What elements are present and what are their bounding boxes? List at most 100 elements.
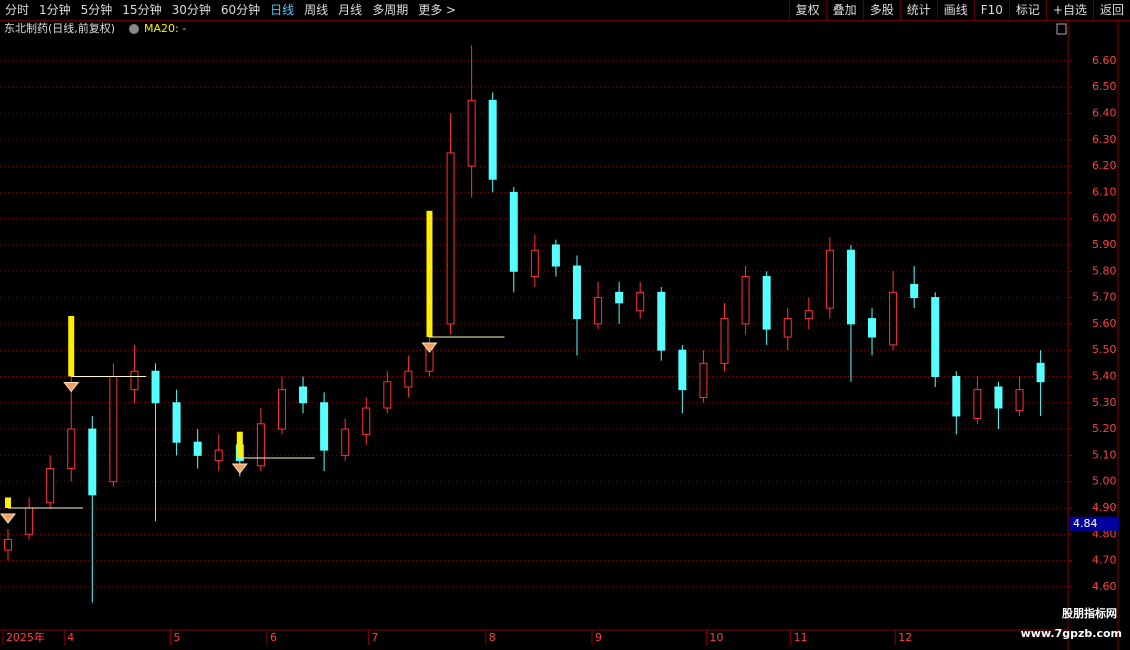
candle-body xyxy=(762,276,771,330)
watermark-name: 股朋指标网 xyxy=(1062,606,1117,620)
chart-title: 东北制药(日线,前复权) xyxy=(4,21,115,35)
period-tab[interactable]: 15分钟 xyxy=(122,3,162,17)
candle-body xyxy=(1036,362,1045,383)
period-tab[interactable]: 1分钟 xyxy=(39,3,71,17)
candle-body xyxy=(109,375,118,483)
candle-body xyxy=(657,291,666,351)
x-tick-label: 5 xyxy=(173,631,180,644)
last-price-box xyxy=(1069,516,1119,531)
candle-body xyxy=(973,389,982,420)
period-tabs: 分时 1分钟 5分钟 15分钟 30分钟 60分钟 日线 周线 月线 多周期 更多 > xyxy=(0,0,461,20)
period-tab[interactable]: 多周期 xyxy=(372,3,409,17)
x-tick-label: 6 xyxy=(270,631,277,644)
x-tick-label: 9 xyxy=(595,631,602,644)
candle-body xyxy=(46,468,55,504)
period-tab[interactable]: 月线 xyxy=(338,3,363,17)
signal-diamond xyxy=(0,513,17,524)
tool-buttons: 复权 叠加 多股 统计 画线 F10 标记 +自选 返回 xyxy=(788,0,1130,20)
dropdown-icon[interactable] xyxy=(129,24,139,34)
tool-button[interactable]: 复权 xyxy=(788,0,826,20)
period-tab[interactable]: 60分钟 xyxy=(220,3,261,17)
toolbar: 分时 1分钟 5分钟 15分钟 30分钟 60分钟 日线 周线 月线 多周期 更多 > 复权 叠加 多股统… xyxy=(0,0,1130,21)
candle-body xyxy=(846,249,855,325)
tool-button[interactable]: +自选 xyxy=(1045,0,1093,20)
candle-body xyxy=(467,99,476,167)
tool-button[interactable]: 标记 xyxy=(1008,0,1046,20)
period-tab[interactable]: 30分钟 xyxy=(171,3,211,17)
candle-body xyxy=(783,318,792,338)
candle-body xyxy=(488,99,497,180)
y-tick-label: 6.60 xyxy=(1092,54,1117,67)
x-tick-label: 4 xyxy=(67,631,74,644)
candle-body xyxy=(362,407,371,435)
signal-bar xyxy=(68,315,75,377)
period-tab[interactable]: 日线 xyxy=(270,3,295,17)
tool-button[interactable]: 返回 xyxy=(1092,0,1130,20)
y-tick-label: 6.40 xyxy=(1092,106,1117,119)
x-tick-label: 8 xyxy=(489,631,496,644)
candle-body xyxy=(615,291,624,304)
last-price-label: 4.84 xyxy=(1073,517,1098,530)
y-tick-label: 5.90 xyxy=(1092,238,1117,251)
candle-body xyxy=(4,539,13,551)
candle-body xyxy=(214,449,223,462)
candle-body xyxy=(572,265,581,320)
candle-body xyxy=(699,362,708,399)
period-tab[interactable]: 分时 xyxy=(5,3,30,17)
y-tick-label: 5.50 xyxy=(1092,343,1117,356)
candle-body xyxy=(299,386,308,404)
candle-body xyxy=(320,402,329,451)
y-tick-label: 6.30 xyxy=(1092,133,1117,146)
signal-bar xyxy=(236,431,243,459)
y-tick-label: 4.90 xyxy=(1092,501,1117,514)
window-button[interactable] xyxy=(1056,23,1067,35)
candle-body xyxy=(804,310,813,320)
tool-button[interactable]: F10 xyxy=(973,0,1009,20)
candle-body xyxy=(952,375,961,417)
signal-diamond xyxy=(63,381,80,393)
candle-body xyxy=(88,428,97,496)
y-tick-label: 5.30 xyxy=(1092,396,1117,409)
candle-body xyxy=(341,428,350,456)
candle-body xyxy=(678,349,687,391)
tool-button[interactable]: 叠加 xyxy=(825,0,863,20)
candle-body xyxy=(1015,389,1024,412)
y-tick-label: 5.40 xyxy=(1092,369,1117,382)
signal-bar xyxy=(5,497,12,508)
tool-button[interactable]: 统计 xyxy=(899,0,937,20)
indicator-label: MA20: - xyxy=(144,22,186,35)
candle-body xyxy=(530,249,539,278)
candle-body xyxy=(868,318,877,338)
watermark-url: www.7gpzb.com xyxy=(1021,627,1122,640)
signal-diamond xyxy=(421,342,438,353)
candle-body xyxy=(509,191,518,272)
candle-body xyxy=(130,370,139,391)
tool-button[interactable]: 多股 xyxy=(862,0,900,20)
y-tick-label: 5.00 xyxy=(1092,475,1117,488)
signal-bar xyxy=(426,210,433,338)
candle-body xyxy=(172,402,181,443)
tool-button[interactable]: 画线 xyxy=(936,0,974,20)
period-tab[interactable]: 周线 xyxy=(304,3,329,17)
candle-body xyxy=(636,291,645,312)
candle-body xyxy=(277,389,286,430)
candle-body xyxy=(551,244,560,267)
period-tab[interactable]: 5分钟 xyxy=(80,3,113,17)
candle-body xyxy=(825,249,834,309)
candle-body xyxy=(67,428,76,470)
candle-body xyxy=(383,381,392,409)
period-tab[interactable]: 更多 > xyxy=(418,3,457,17)
candle-body xyxy=(931,297,940,377)
x-tick-label: 10 xyxy=(709,631,723,644)
x-tick-label: 2025年 xyxy=(6,630,45,644)
y-tick-label: 4.60 xyxy=(1092,580,1117,593)
y-tick-label: 5.20 xyxy=(1092,422,1117,435)
candle-body xyxy=(446,152,455,325)
y-tick-label: 5.80 xyxy=(1092,264,1117,277)
candle-body xyxy=(25,507,34,535)
candle-body xyxy=(741,276,750,325)
y-tick-label: 5.10 xyxy=(1092,448,1117,461)
candle-body xyxy=(910,283,919,299)
